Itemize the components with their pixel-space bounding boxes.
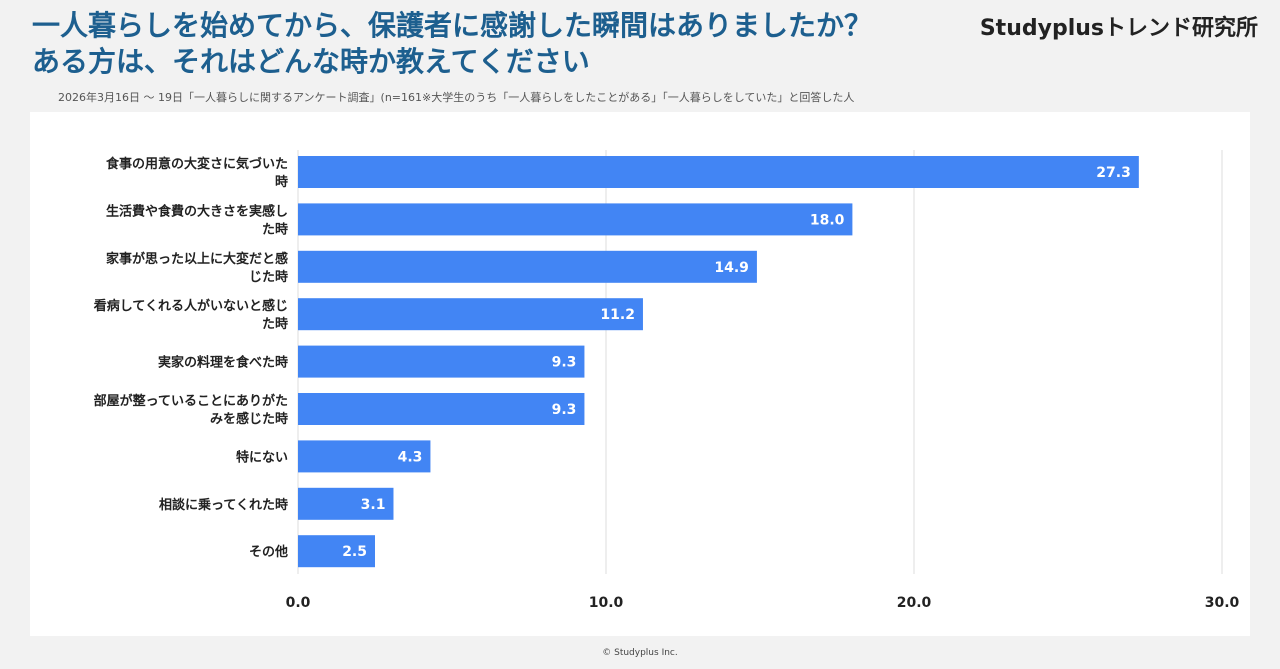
x-tick-label: 0.0 [286, 595, 311, 611]
bar-value-label: 18.0 [810, 212, 845, 228]
survey-note: 2026年3月16日 〜 19日「一人暮らしに関するアンケート調査」(n=161… [58, 91, 855, 104]
bar-value-label: 9.3 [552, 355, 577, 371]
category-label: 部屋が整っていることにありがた [94, 393, 288, 409]
category-label: その他 [249, 544, 288, 560]
bar-value-label: 3.1 [361, 497, 386, 513]
chart-title: 一人暮らしを始めてから、保護者に感謝した瞬間はありましたか？ ある方は、それはど… [32, 8, 872, 80]
x-tick-label: 10.0 [589, 595, 624, 611]
bar [298, 250, 757, 283]
category-label: 家事が思った以上に大変だと感 [106, 251, 288, 267]
bar-value-label: 14.9 [714, 260, 749, 276]
category-label: じた時 [249, 269, 288, 285]
x-tick-label: 30.0 [1205, 595, 1240, 611]
category-label: た時 [262, 316, 288, 332]
copyright: © Studyplus Inc. [602, 648, 678, 658]
title-line-1: 一人暮らしを始めてから、保護者に感謝した瞬間はありましたか？ [32, 9, 873, 42]
bar [298, 298, 643, 331]
category-label: 生活費や食費の大きさを実感し [106, 203, 288, 219]
category-label: 特にない [236, 449, 288, 465]
category-label: 食事の用意の大変さに気づいた [106, 156, 288, 172]
bar [298, 345, 585, 378]
bar [298, 487, 394, 520]
bar-value-label: 4.3 [398, 449, 423, 465]
bar-value-label: 9.3 [552, 402, 577, 418]
title-line-2: ある方は、それはどんな時か教えてください [32, 45, 590, 78]
category-label: 看病してくれる人がいないと感じ [94, 298, 288, 314]
chart-card: 0.0 10.0 20.0 30.0 27.3 食事の用意の大変さに気づいた時 18.0 生活… [30, 112, 1250, 636]
bar-value-label: 27.3 [1096, 165, 1131, 181]
category-label: 実家の料理を食べた時 [158, 355, 288, 371]
bar [298, 393, 585, 425]
category-label: た時 [262, 221, 288, 237]
bar [298, 203, 853, 236]
category-label: 相談に乗ってくれた時 [159, 497, 288, 513]
x-tick-label: 20.0 [897, 595, 932, 611]
bar [298, 156, 1139, 188]
bar [298, 535, 375, 568]
bar-value-label: 11.2 [600, 307, 635, 323]
bar-value-label: 2.5 [342, 544, 367, 560]
bar [298, 440, 431, 473]
category-label: みを感じた時 [210, 411, 288, 427]
brand-logo: Studyplusトレンド研究所 [979, 16, 1258, 41]
category-label: 時 [275, 174, 288, 190]
